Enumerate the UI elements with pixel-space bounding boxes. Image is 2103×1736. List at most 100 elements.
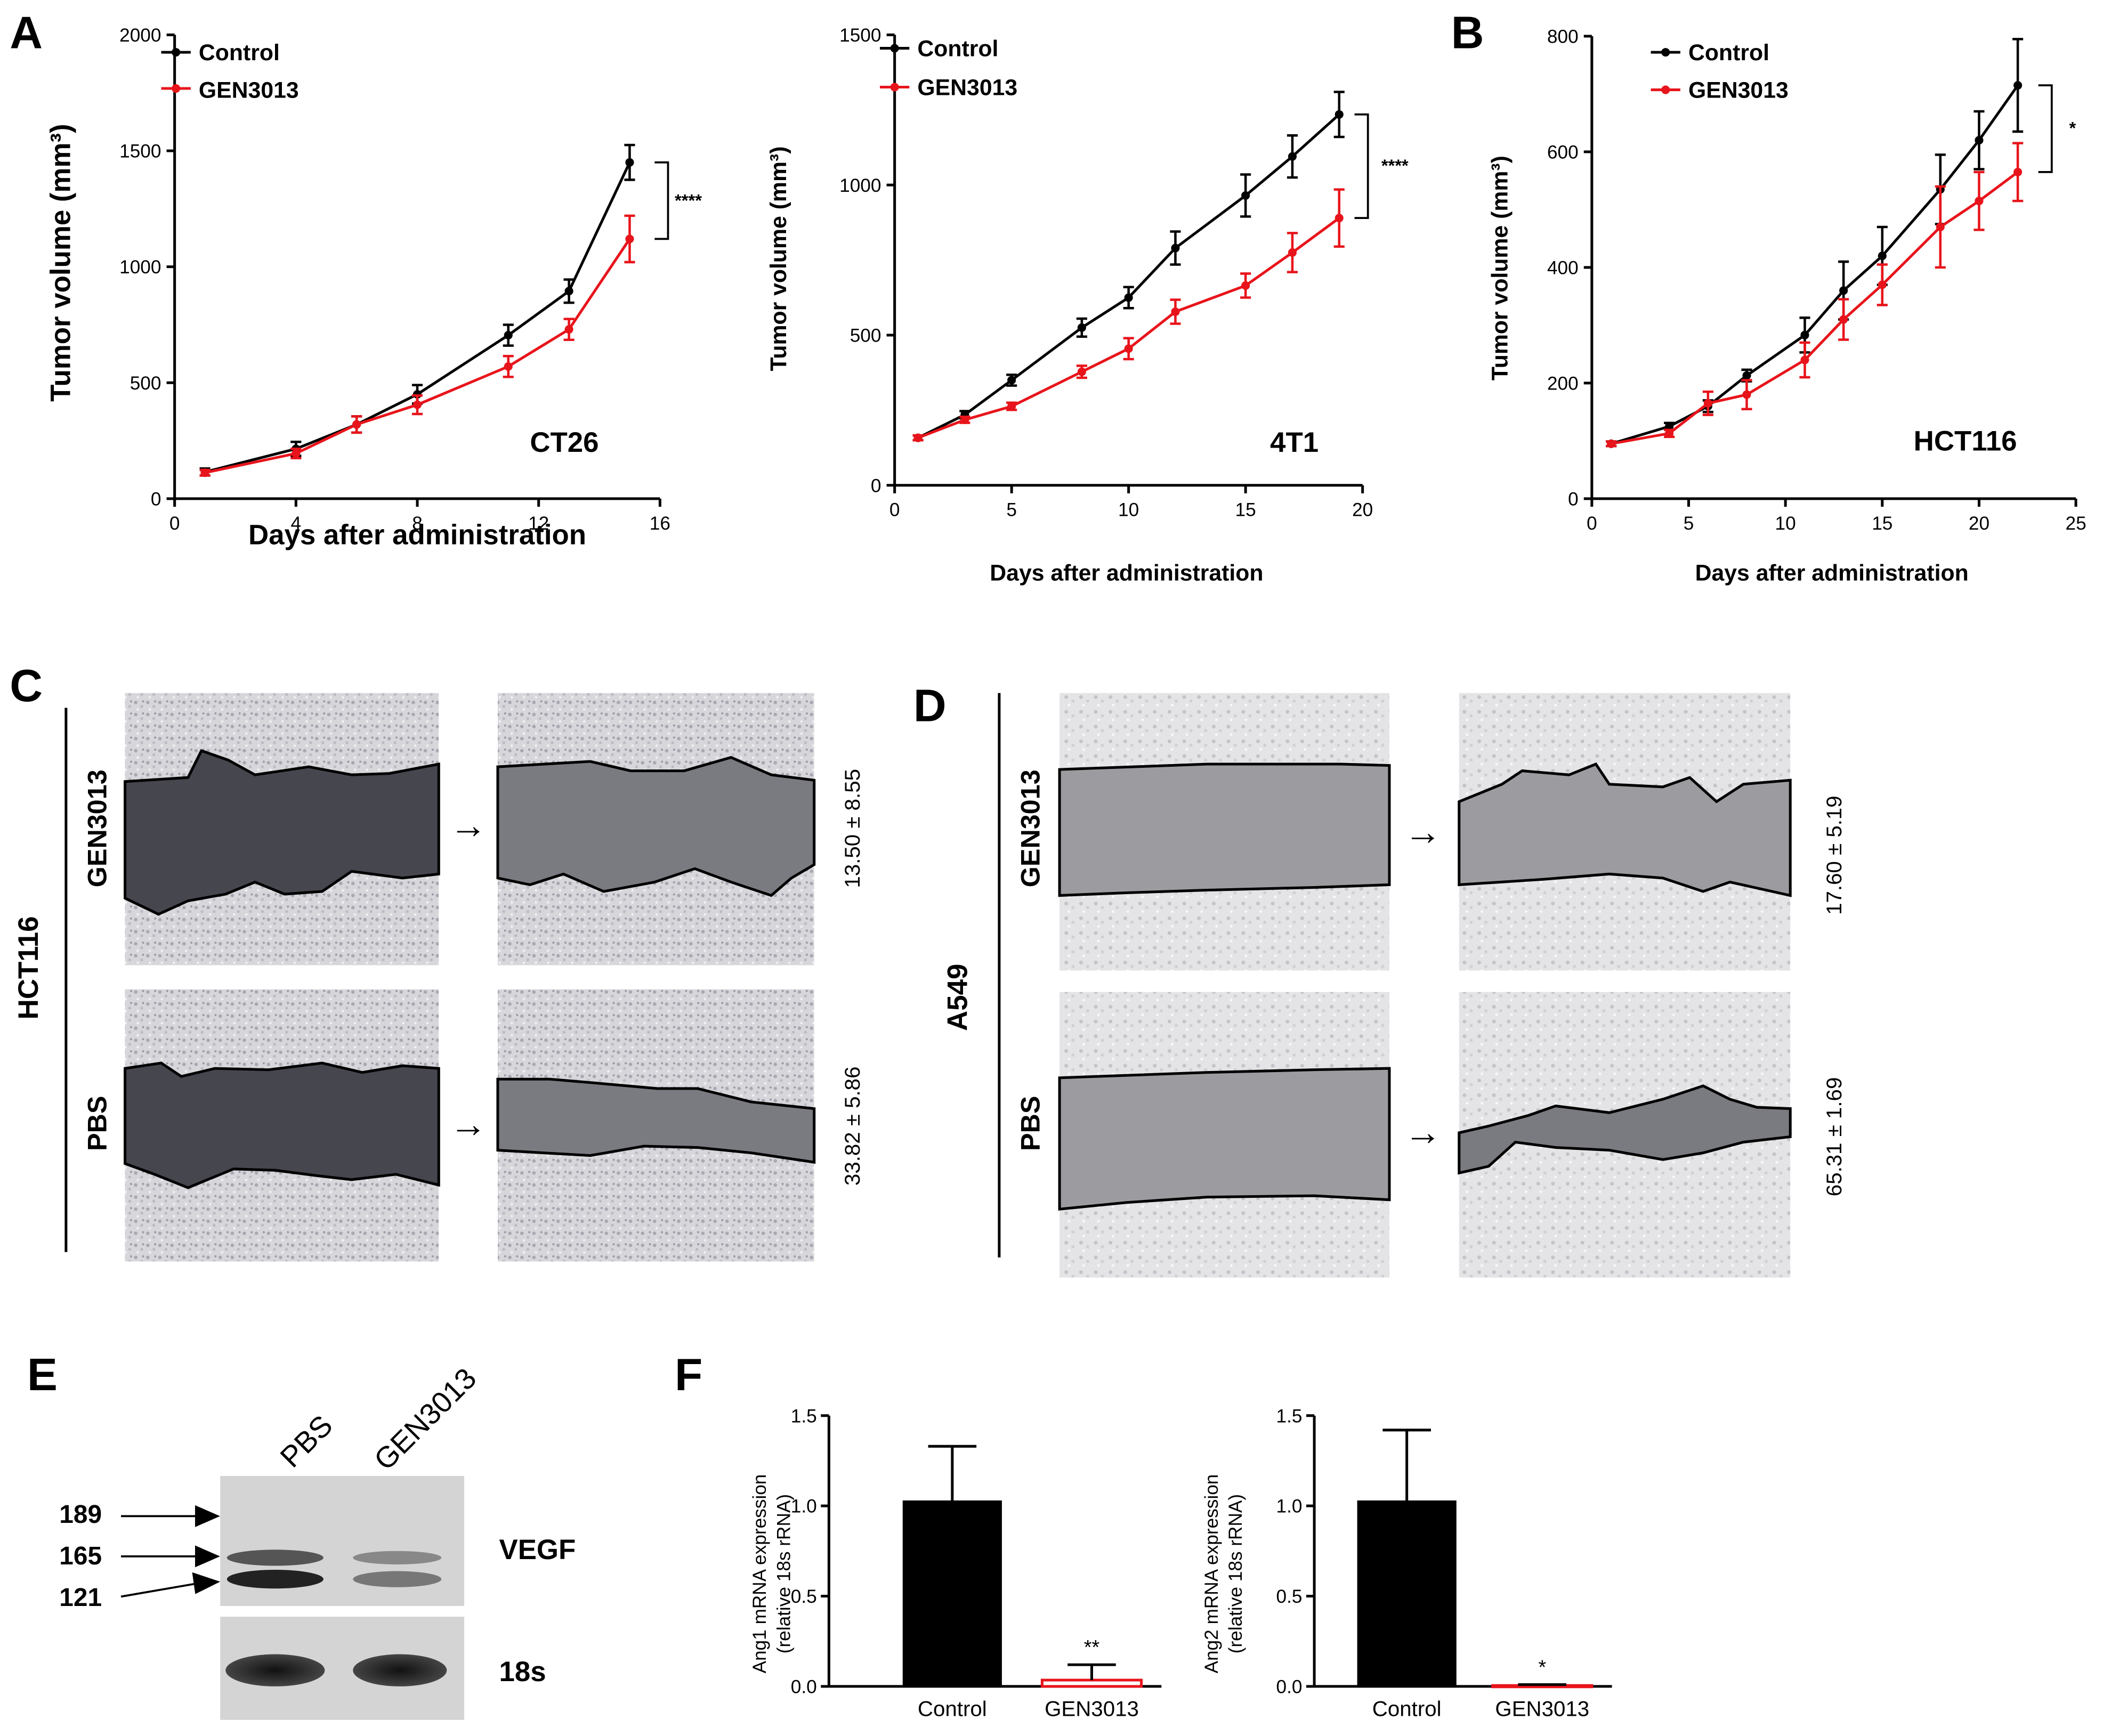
data-point-control: [1975, 136, 1984, 145]
y-tick-label: 1500: [119, 141, 161, 162]
arrow-icon: →: [1404, 810, 1442, 853]
data-point-control: [1800, 330, 1809, 339]
x-tick-label: 5: [1006, 500, 1017, 521]
y-tick-label: 1000: [839, 175, 881, 196]
gene-label-18s: 18s: [499, 1656, 546, 1688]
panel-c-value-pbs: 33.82 ± 5.86: [840, 1067, 864, 1186]
significance-bracket: [2038, 84, 2053, 173]
x-tick-label: 16: [650, 513, 670, 534]
y-tick-label: 800: [1547, 27, 1579, 47]
wound-panel-d: A549 GEN3013 PBS → → 17.60 ± 5.19 65.31 …: [942, 693, 1846, 1278]
data-point-control: [1124, 293, 1133, 302]
series-line-control: [1611, 84, 2019, 445]
x-tick-label: 0: [169, 513, 180, 534]
arrow-icon: →: [449, 1102, 487, 1145]
data-point-gen3013: [625, 234, 634, 244]
y-tick-label: 500: [130, 373, 161, 394]
ang1-y-axis-title-line2: (relative 18s rRNA): [773, 1494, 794, 1653]
ct26-x-axis-title: Days after administration: [248, 519, 586, 550]
panel-label-c: C: [10, 661, 43, 711]
legend-marker-gen3013: [1661, 85, 1670, 94]
y-tick-label: 1.5: [791, 1406, 817, 1426]
data-point-gen3013: [1077, 367, 1086, 376]
hct116-significance: *: [2069, 118, 2076, 138]
legend-marker-gen3013: [172, 84, 181, 93]
data-point-gen3013: [1665, 429, 1674, 438]
data-point-gen3013: [1975, 197, 1984, 206]
micrograph-d-pbs-24h: [1458, 992, 1792, 1278]
data-point-control: [1171, 244, 1180, 253]
y-tick-label: 1500: [839, 25, 881, 46]
data-point-gen3013: [913, 433, 923, 442]
hct116-cell-line-label: HCT116: [1914, 425, 2017, 457]
data-point-gen3013: [1936, 222, 1945, 232]
marker-arrows: [120, 1505, 221, 1598]
data-point-control: [1839, 286, 1848, 295]
data-point-gen3013: [1124, 344, 1133, 353]
x-tick-label: 10: [1118, 500, 1139, 521]
data-point-control: [1665, 422, 1674, 431]
legend-gen3013-label: GEN3013: [1688, 78, 1789, 103]
arrow-icon: →: [1404, 1111, 1442, 1153]
bar-gen3013: [1040, 1678, 1143, 1688]
micrograph-c-gen3013-0h: [124, 693, 440, 966]
data-point-gen3013: [1607, 439, 1616, 448]
x-tick-label: GEN3013: [1495, 1697, 1589, 1721]
y-tick-label: 0.0: [1276, 1676, 1302, 1697]
wound-panel-c: HCT116 GEN3013 PBS → → 13.50 ± 8.55 33.8…: [13, 693, 864, 1262]
data-point-gen3013: [564, 325, 573, 334]
panel-d-value-gen3013: 17.60 ± 5.19: [1822, 796, 1846, 915]
y-tick-label: 1.0: [791, 1496, 817, 1517]
y-tick-label: 1.5: [1276, 1406, 1302, 1426]
ang1-y-axis-title-line1: Ang1 mRNA expression: [749, 1474, 770, 1674]
y-tick-label: 0.5: [791, 1586, 817, 1607]
data-point-gen3013: [960, 415, 969, 424]
panel-label-b: B: [1451, 8, 1484, 59]
legend-marker-control: [1661, 48, 1670, 57]
panel-d-row-label-pbs: PBS: [1015, 1096, 1045, 1151]
data-point-control: [1288, 152, 1297, 161]
panel-c-row-label-gen3013: GEN3013: [82, 769, 112, 887]
panel-label-a: A: [10, 8, 43, 59]
x-tick-label: 12: [528, 513, 549, 534]
y-tick-label: 0.5: [1276, 1586, 1302, 1607]
vegf-band-gen3013-165: [353, 1551, 442, 1564]
panel-d-row-label-gen3013: GEN3013: [1015, 769, 1045, 887]
y-tick-label: 1000: [119, 257, 161, 278]
4t1-line-chart: 0 500 1000 1500 0 5 10 15 20 Control GEN3013 4T1…: [766, 25, 1409, 586]
gene-label-vegf: VEGF: [499, 1534, 576, 1565]
x-tick-label: 15: [1235, 500, 1256, 521]
legend-control-label: Control: [917, 36, 998, 62]
marker-189: 189: [59, 1500, 102, 1529]
data-point-gen3013: [2013, 167, 2023, 176]
y-tick-label: 0.0: [791, 1676, 817, 1697]
hct116-x-axis-title: Days after administration: [1695, 560, 1969, 586]
y-tick-label: 0: [151, 489, 161, 509]
micrograph-d-gen3013-0h: [1058, 693, 1391, 971]
micrograph-c-pbs-0h: [124, 989, 440, 1262]
micrograph-c-pbs-24h: [496, 989, 816, 1262]
x-tick-label: 15: [1872, 513, 1892, 534]
y-tick-label: 200: [1547, 373, 1579, 394]
ct26-cell-line-label: CT26: [530, 427, 598, 458]
marker-165: 165: [59, 1542, 102, 1570]
ang1-bar-chart: 0.0 0.5 1.0 1.5 Control GEN3013 ** Ang1 mRNA e…: [749, 1406, 1162, 1721]
data-point-control: [1241, 191, 1250, 200]
data-point-control: [1007, 376, 1016, 385]
data-point-gen3013: [1839, 315, 1848, 324]
series-line-control: [204, 161, 631, 474]
y-tick-label: 400: [1547, 257, 1579, 278]
x-tick-label: 20: [1969, 513, 1989, 534]
marker-121: 121: [59, 1584, 102, 1612]
legend-control-label: Control: [1688, 40, 1769, 66]
data-point-control: [504, 330, 513, 340]
legend-gen3013-label: GEN3013: [199, 78, 299, 103]
x-tick-label: GEN3013: [1045, 1697, 1139, 1721]
y-tick-label: 2000: [119, 25, 161, 46]
x-tick-label: 0: [1587, 513, 1597, 534]
data-point-gen3013: [1703, 399, 1712, 408]
ang2-bar-chart: 0.0 0.5 1.0 1.5 Control GEN3013 * Ang2 mRNA ex…: [1201, 1406, 1612, 1721]
micrograph-d-gen3013-24h: [1458, 693, 1792, 971]
